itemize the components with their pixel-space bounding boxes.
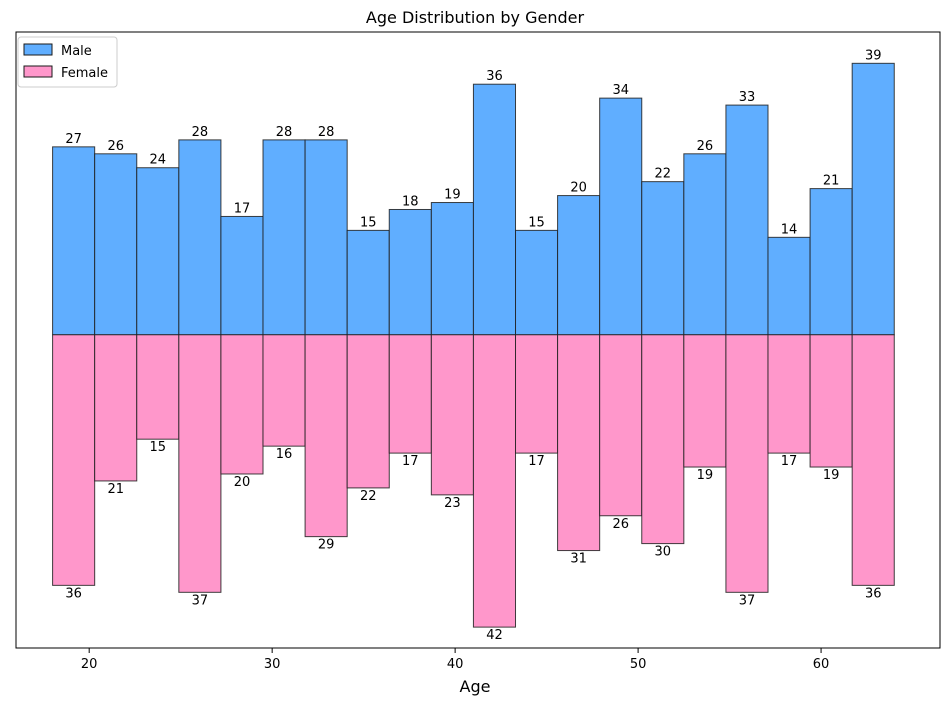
bar-male (178, 139, 222, 336)
bar-male (52, 146, 96, 336)
plot-frame (15, 31, 941, 649)
bar-male (430, 202, 474, 336)
bar-label-female: 21 (107, 482, 124, 497)
legend-label-male: Male (61, 44, 92, 59)
x-tick-label: 40 (447, 657, 464, 672)
bar-label-female: 31 (570, 552, 587, 567)
bar-label-female: 26 (612, 517, 629, 532)
bar-male (683, 153, 727, 336)
bar-male (262, 139, 306, 336)
bar-female (94, 334, 138, 482)
bar-female (641, 334, 685, 545)
bar-female (515, 334, 559, 454)
bar-female (557, 334, 601, 552)
bar-female (178, 334, 222, 593)
bar-female (346, 334, 390, 489)
bar-label-male: 34 (612, 83, 629, 98)
bar-label-female: 15 (150, 440, 167, 455)
bar-female (52, 334, 96, 586)
bar-label-female: 19 (823, 468, 840, 483)
bar-female (304, 334, 348, 538)
bar-label-female: 17 (528, 454, 545, 469)
bar-label-male: 20 (570, 181, 587, 196)
bar-male (767, 236, 811, 336)
bar-female (388, 334, 432, 454)
bar-label-female: 42 (486, 628, 503, 643)
bar-male (346, 229, 390, 336)
bar-male (136, 167, 180, 336)
bar-value-labels: 27 36 26 21 24 15 28 37 17 20 28 16 28 29 15 22 18 17 19 23… (65, 48, 881, 643)
bar-male (725, 104, 769, 336)
bar-male (94, 153, 138, 336)
bar-female (851, 334, 895, 586)
bar-label-male: 26 (107, 139, 124, 154)
bar-female (472, 334, 517, 628)
bar-label-female: 17 (781, 454, 798, 469)
bar-female (220, 334, 264, 475)
bar-label-male: 28 (192, 125, 209, 140)
bar-label-female: 22 (360, 489, 377, 504)
bar-female (136, 334, 180, 440)
bar-label-female: 20 (234, 475, 251, 490)
bar-label-female: 37 (739, 593, 756, 608)
bar-label-male: 36 (486, 69, 503, 84)
bar-label-female: 37 (192, 593, 209, 608)
bar-female (725, 334, 769, 593)
bar-label-male: 33 (739, 90, 756, 105)
bar-label-female: 30 (655, 545, 672, 560)
chart-title: Age Distribution by Gender (366, 8, 585, 27)
bar-male (557, 195, 601, 336)
bar-label-female: 17 (402, 454, 419, 469)
bar-label-female: 23 (444, 496, 461, 511)
bar-male (304, 139, 348, 336)
bar-label-male: 28 (318, 125, 335, 140)
bar-female (599, 334, 643, 517)
legend-swatch-male (23, 43, 53, 56)
x-axis-label: Age (460, 677, 491, 696)
bar-label-male: 21 (823, 174, 840, 189)
bar-label-male: 15 (360, 215, 377, 230)
bar-label-male: 18 (402, 194, 419, 209)
bar-label-male: 39 (865, 48, 882, 63)
bar-female (683, 334, 727, 468)
bar-female (262, 334, 306, 447)
bar-male (809, 188, 853, 336)
legend-label-female: Female (61, 66, 108, 81)
bar-male (220, 215, 264, 336)
legend-swatch-female (23, 65, 53, 78)
bar-label-female: 36 (65, 586, 82, 601)
bar-label-male: 26 (697, 139, 714, 154)
bar-label-male: 28 (276, 125, 293, 140)
bar-label-male: 15 (528, 215, 545, 230)
female-bars (52, 334, 895, 628)
x-tick-label: 50 (630, 657, 647, 672)
x-tick-label: 30 (264, 657, 281, 672)
bar-label-male: 22 (655, 167, 672, 182)
bar-label-female: 19 (697, 468, 714, 483)
bar-male (599, 97, 643, 336)
bar-female (767, 334, 811, 454)
bar-label-male: 19 (444, 188, 461, 203)
bar-male (388, 208, 432, 336)
x-tick-label: 20 (81, 657, 98, 672)
bar-label-male: 24 (150, 153, 167, 168)
bar-female (430, 334, 474, 496)
bar-label-female: 16 (276, 447, 293, 462)
x-tick-label: 60 (813, 657, 830, 672)
bar-male (641, 181, 685, 336)
male-bars (52, 62, 895, 336)
bar-label-male: 17 (234, 201, 251, 216)
bar-male (851, 62, 895, 336)
bar-label-female: 29 (318, 538, 335, 553)
bar-label-male: 14 (781, 222, 798, 237)
legend: Male Female (17, 36, 118, 88)
bar-male (515, 229, 559, 336)
bar-label-male: 27 (65, 132, 82, 147)
x-axis-ticks: 20 30 40 50 60 (81, 648, 829, 672)
bar-label-female: 36 (865, 586, 882, 601)
bar-female (809, 334, 853, 468)
bar-male (472, 83, 517, 336)
